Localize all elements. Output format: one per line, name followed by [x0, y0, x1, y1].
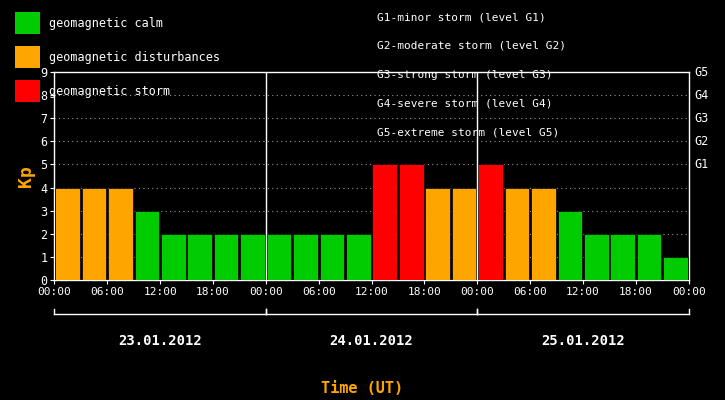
Bar — [267, 234, 291, 280]
Text: G1-minor storm (level G1): G1-minor storm (level G1) — [377, 12, 546, 22]
Bar — [637, 234, 661, 280]
Y-axis label: Kp: Kp — [17, 165, 35, 187]
Text: G5-extreme storm (level G5): G5-extreme storm (level G5) — [377, 127, 559, 137]
Bar — [505, 188, 529, 280]
Text: G4-severe storm (level G4): G4-severe storm (level G4) — [377, 98, 552, 108]
Bar — [346, 234, 370, 280]
Bar — [135, 211, 160, 280]
Text: 25.01.2012: 25.01.2012 — [541, 334, 625, 348]
Text: geomagnetic disturbances: geomagnetic disturbances — [49, 50, 220, 64]
Bar — [531, 188, 555, 280]
Bar — [584, 234, 608, 280]
Bar — [452, 188, 476, 280]
Bar — [214, 234, 239, 280]
Bar — [161, 234, 186, 280]
Text: G2: G2 — [695, 135, 708, 148]
Text: geomagnetic storm: geomagnetic storm — [49, 84, 170, 98]
Text: Time (UT): Time (UT) — [321, 381, 404, 396]
Bar — [55, 188, 80, 280]
Bar — [293, 234, 318, 280]
Bar — [663, 257, 688, 280]
Text: G5: G5 — [695, 66, 708, 78]
Bar — [558, 211, 582, 280]
Bar — [108, 188, 133, 280]
Text: 23.01.2012: 23.01.2012 — [118, 334, 202, 348]
Bar — [478, 164, 503, 280]
Text: G3: G3 — [695, 112, 708, 125]
Bar — [320, 234, 344, 280]
Text: 24.01.2012: 24.01.2012 — [330, 334, 413, 348]
Text: G2-moderate storm (level G2): G2-moderate storm (level G2) — [377, 41, 566, 51]
Bar — [82, 188, 107, 280]
Bar — [399, 164, 423, 280]
Text: geomagnetic calm: geomagnetic calm — [49, 16, 162, 30]
Bar — [373, 164, 397, 280]
Bar — [610, 234, 635, 280]
Text: G4: G4 — [695, 89, 708, 102]
Bar — [426, 188, 450, 280]
Text: G1: G1 — [695, 158, 708, 171]
Bar — [188, 234, 212, 280]
Text: G3-strong storm (level G3): G3-strong storm (level G3) — [377, 70, 552, 80]
Bar — [240, 234, 265, 280]
